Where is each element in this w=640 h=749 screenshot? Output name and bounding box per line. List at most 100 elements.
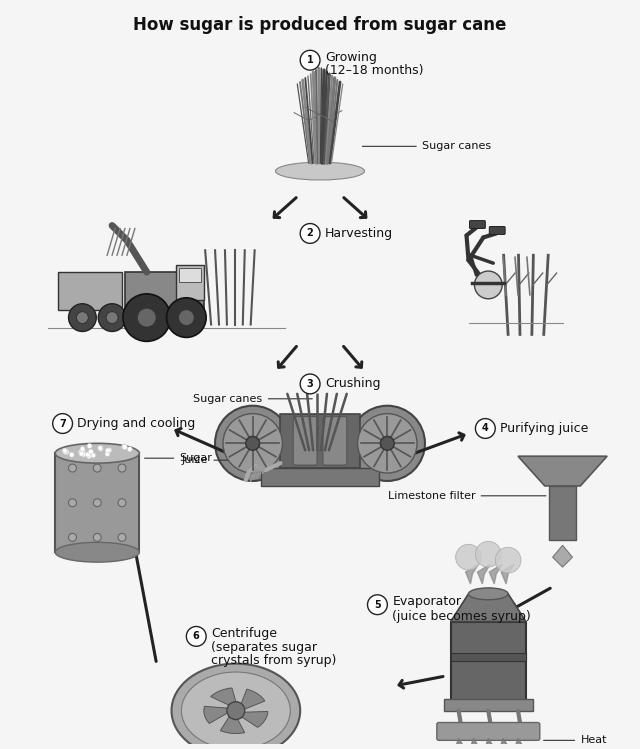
Circle shape: [118, 533, 126, 542]
FancyBboxPatch shape: [444, 699, 533, 711]
Circle shape: [93, 499, 101, 506]
FancyBboxPatch shape: [177, 265, 204, 300]
Text: 6: 6: [193, 631, 200, 641]
Polygon shape: [451, 594, 526, 622]
Text: Centrifuge: Centrifuge: [211, 627, 277, 640]
Ellipse shape: [468, 588, 508, 600]
Circle shape: [166, 298, 206, 337]
Circle shape: [179, 309, 195, 326]
Circle shape: [118, 499, 126, 506]
Circle shape: [80, 446, 85, 452]
Circle shape: [85, 452, 90, 457]
Circle shape: [223, 413, 282, 473]
Polygon shape: [211, 688, 237, 706]
FancyBboxPatch shape: [548, 486, 577, 540]
Text: Drying and cooling: Drying and cooling: [77, 417, 196, 430]
Circle shape: [118, 464, 126, 472]
FancyBboxPatch shape: [179, 268, 201, 282]
Text: 5: 5: [374, 600, 381, 610]
Text: Sugar canes: Sugar canes: [422, 142, 491, 151]
Text: Growing: Growing: [325, 51, 377, 64]
Ellipse shape: [181, 672, 291, 749]
Circle shape: [99, 446, 103, 451]
FancyBboxPatch shape: [490, 226, 505, 234]
Circle shape: [380, 437, 394, 450]
Circle shape: [122, 444, 127, 449]
Text: Sugar: Sugar: [179, 453, 212, 463]
Circle shape: [93, 533, 101, 542]
Circle shape: [137, 308, 156, 327]
Circle shape: [69, 452, 74, 457]
Text: Juice: Juice: [182, 455, 208, 465]
Polygon shape: [484, 739, 493, 749]
Text: 2: 2: [307, 228, 314, 238]
FancyBboxPatch shape: [55, 453, 140, 552]
FancyBboxPatch shape: [293, 416, 317, 465]
Circle shape: [64, 449, 69, 455]
Circle shape: [107, 448, 112, 452]
Text: (juice becomes syrup): (juice becomes syrup): [392, 610, 531, 623]
FancyBboxPatch shape: [470, 221, 485, 228]
Circle shape: [349, 406, 425, 481]
Text: crystals from syrup): crystals from syrup): [211, 654, 337, 667]
Text: 1: 1: [307, 55, 314, 65]
Circle shape: [215, 406, 291, 481]
Circle shape: [246, 437, 260, 450]
Circle shape: [186, 626, 206, 646]
Circle shape: [76, 312, 88, 324]
Ellipse shape: [275, 163, 365, 180]
Circle shape: [227, 702, 244, 720]
Circle shape: [68, 499, 76, 506]
Circle shape: [474, 271, 502, 299]
Circle shape: [123, 294, 170, 342]
FancyBboxPatch shape: [451, 653, 526, 661]
Text: 4: 4: [482, 423, 489, 434]
Polygon shape: [499, 739, 508, 749]
Circle shape: [127, 446, 132, 452]
FancyBboxPatch shape: [125, 272, 204, 312]
Circle shape: [68, 464, 76, 472]
FancyBboxPatch shape: [323, 416, 347, 465]
Text: 7: 7: [60, 419, 66, 428]
Polygon shape: [514, 739, 523, 749]
Circle shape: [495, 548, 521, 573]
Circle shape: [476, 419, 495, 438]
FancyBboxPatch shape: [451, 622, 526, 701]
Circle shape: [86, 454, 92, 458]
FancyBboxPatch shape: [280, 413, 360, 468]
Circle shape: [79, 451, 84, 456]
Polygon shape: [501, 564, 514, 584]
Text: Evaporator: Evaporator: [392, 595, 461, 608]
Text: How sugar is produced from sugar cane: How sugar is produced from sugar cane: [133, 16, 507, 34]
Ellipse shape: [55, 542, 140, 562]
Text: (12–18 months): (12–18 months): [325, 64, 424, 76]
Circle shape: [87, 443, 92, 449]
Text: Crushing: Crushing: [325, 377, 380, 390]
Circle shape: [300, 374, 320, 394]
Circle shape: [476, 542, 501, 567]
Circle shape: [300, 50, 320, 70]
Ellipse shape: [55, 443, 140, 463]
Polygon shape: [470, 739, 479, 749]
Circle shape: [122, 445, 127, 449]
FancyBboxPatch shape: [260, 468, 380, 486]
Circle shape: [98, 446, 103, 450]
Circle shape: [93, 464, 101, 472]
Circle shape: [63, 449, 68, 454]
Polygon shape: [518, 456, 607, 486]
Polygon shape: [477, 564, 490, 584]
Text: Limestone filter: Limestone filter: [388, 491, 476, 501]
Circle shape: [300, 223, 320, 243]
Polygon shape: [239, 712, 268, 727]
Text: Sugar canes: Sugar canes: [193, 394, 262, 404]
Circle shape: [88, 449, 93, 454]
Text: Heat: Heat: [580, 736, 607, 745]
Circle shape: [52, 413, 72, 434]
Circle shape: [358, 413, 417, 473]
Circle shape: [78, 450, 83, 455]
Polygon shape: [454, 739, 463, 749]
Text: 3: 3: [307, 379, 314, 389]
FancyBboxPatch shape: [437, 723, 540, 740]
Text: Purifying juice: Purifying juice: [500, 422, 589, 435]
Polygon shape: [490, 564, 502, 584]
